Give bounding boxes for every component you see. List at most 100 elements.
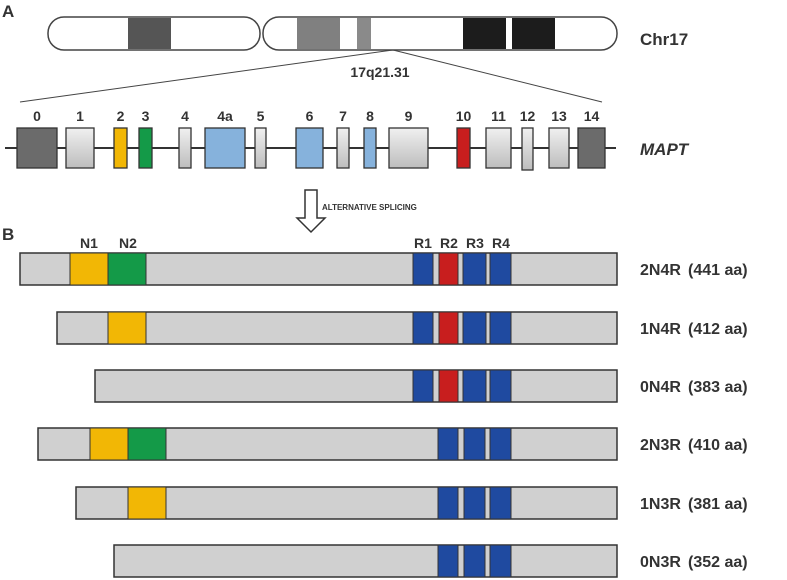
chromosome-band (128, 18, 171, 49)
exon-box (456, 127, 471, 169)
exon-box (254, 127, 267, 169)
exon-4a: 4a (204, 108, 246, 169)
r1-repeat-domain (437, 486, 459, 520)
gene-label: MAPT (640, 140, 690, 159)
chromosome-band (463, 18, 506, 49)
exon-13: 13 (548, 108, 570, 169)
exon-1: 1 (65, 108, 95, 169)
exon-number: 14 (584, 108, 600, 124)
isoform-2N4R: 2N4R (441 aa) (19, 252, 748, 286)
chromosome-17 (47, 16, 618, 51)
exon-box (113, 127, 128, 169)
exon-box (138, 127, 153, 169)
r3-repeat-domain (463, 427, 486, 461)
domain-label-r3: R3 (466, 235, 484, 251)
isoform-1N3R: 1N3R (381 aa) (75, 486, 748, 520)
exon-14: 14 (577, 108, 606, 169)
r4-repeat-domain (489, 311, 512, 345)
exon-5: 5 (254, 108, 267, 169)
exon-box (65, 127, 95, 169)
exon-3: 3 (138, 108, 153, 169)
domain-label-n2: N2 (119, 235, 137, 251)
down-arrow-icon (295, 189, 327, 234)
panel-a-label: A (2, 2, 14, 21)
exon-box (336, 127, 350, 169)
domain-label-r2: R2 (440, 235, 458, 251)
domain-label-r4: R4 (492, 235, 510, 251)
r3-repeat-domain (463, 544, 486, 578)
exon-number: 0 (33, 108, 41, 124)
n1-domain (107, 311, 147, 345)
isoform-length: (412 aa) (688, 321, 748, 338)
r2-repeat-domain (438, 311, 459, 345)
n1-domain (69, 252, 109, 286)
isoform-name: 2N4R (640, 262, 681, 279)
r3-repeat-domain (462, 311, 487, 345)
r4-repeat-domain (489, 252, 512, 286)
chromosome-band (357, 18, 371, 49)
r3-repeat-domain (463, 486, 486, 520)
r4-repeat-domain (489, 486, 512, 520)
domain-label-n1: N1 (80, 235, 98, 251)
exon-box (485, 127, 512, 169)
n2-domain (127, 427, 167, 461)
exon-box (16, 127, 58, 169)
isoform-name: 0N3R (640, 554, 681, 571)
exon-number: 1 (76, 108, 84, 124)
exon-number: 3 (142, 108, 150, 124)
r2-repeat-domain (438, 252, 459, 286)
exon-11: 11 (485, 108, 512, 169)
isoform-name: 0N4R (640, 379, 681, 396)
r3-repeat-domain (462, 252, 487, 286)
n1-domain (127, 486, 167, 520)
domain-label-r1: R1 (414, 235, 432, 251)
isoform-1N4R: 1N4R (412 aa) (56, 311, 748, 345)
r1-repeat-domain (412, 369, 434, 403)
zoom-line-left (19, 49, 394, 103)
isoform-name: 1N3R (640, 496, 681, 513)
isoform-list: 2N4R (441 aa) 1N4R (412 aa) 0N4R (383 aa) 2N3R… (19, 252, 748, 578)
exon-number: 6 (306, 108, 314, 124)
exon-box (363, 127, 377, 169)
n2-domain (107, 252, 147, 286)
exon-number: 11 (491, 108, 506, 124)
exon-box (548, 127, 570, 169)
isoform-bar (113, 544, 618, 578)
chromosome-band (512, 18, 555, 49)
r1-repeat-domain (437, 544, 459, 578)
exon-8: 8 (363, 108, 377, 169)
isoform-0N4R: 0N4R (383 aa) (94, 369, 748, 403)
exon-number: 10 (456, 108, 472, 124)
isoform-length: (383 aa) (688, 379, 748, 396)
isoform-name: 2N3R (640, 437, 681, 454)
exon-number: 9 (405, 108, 413, 124)
isoform-name: 1N4R (640, 321, 681, 338)
isoform-0N3R: 0N3R (352 aa) (113, 544, 748, 578)
isoform-2N3R: 2N3R (410 aa) (37, 427, 748, 461)
isoform-length: (410 aa) (688, 437, 748, 454)
exon-10: 10 (456, 108, 472, 169)
isoform-length: (441 aa) (688, 262, 748, 279)
exon-0: 0 (16, 108, 58, 169)
exon-9: 9 (388, 108, 429, 169)
r1-repeat-domain (437, 427, 459, 461)
panel-b-label: B (2, 225, 14, 244)
exon-box (577, 127, 606, 169)
isoform-length: (352 aa) (688, 554, 748, 571)
exon-7: 7 (336, 108, 350, 169)
exon-12: 12 (520, 108, 535, 171)
alternative-splicing-label: ALTERNATIVE SPLICING (322, 203, 417, 212)
exon-2: 2 (113, 108, 128, 169)
exon-box (204, 127, 246, 169)
r4-repeat-domain (489, 369, 512, 403)
exon-number: 13 (551, 108, 567, 124)
exon-number: 5 (257, 108, 265, 124)
chromosome-label: Chr17 (640, 30, 688, 49)
exon-4: 4 (178, 108, 192, 169)
exon-6: 6 (295, 108, 324, 169)
r4-repeat-domain (489, 427, 512, 461)
exon-number: 8 (366, 108, 374, 124)
isoform-bar (94, 369, 618, 403)
exon-number: 2 (117, 108, 125, 124)
